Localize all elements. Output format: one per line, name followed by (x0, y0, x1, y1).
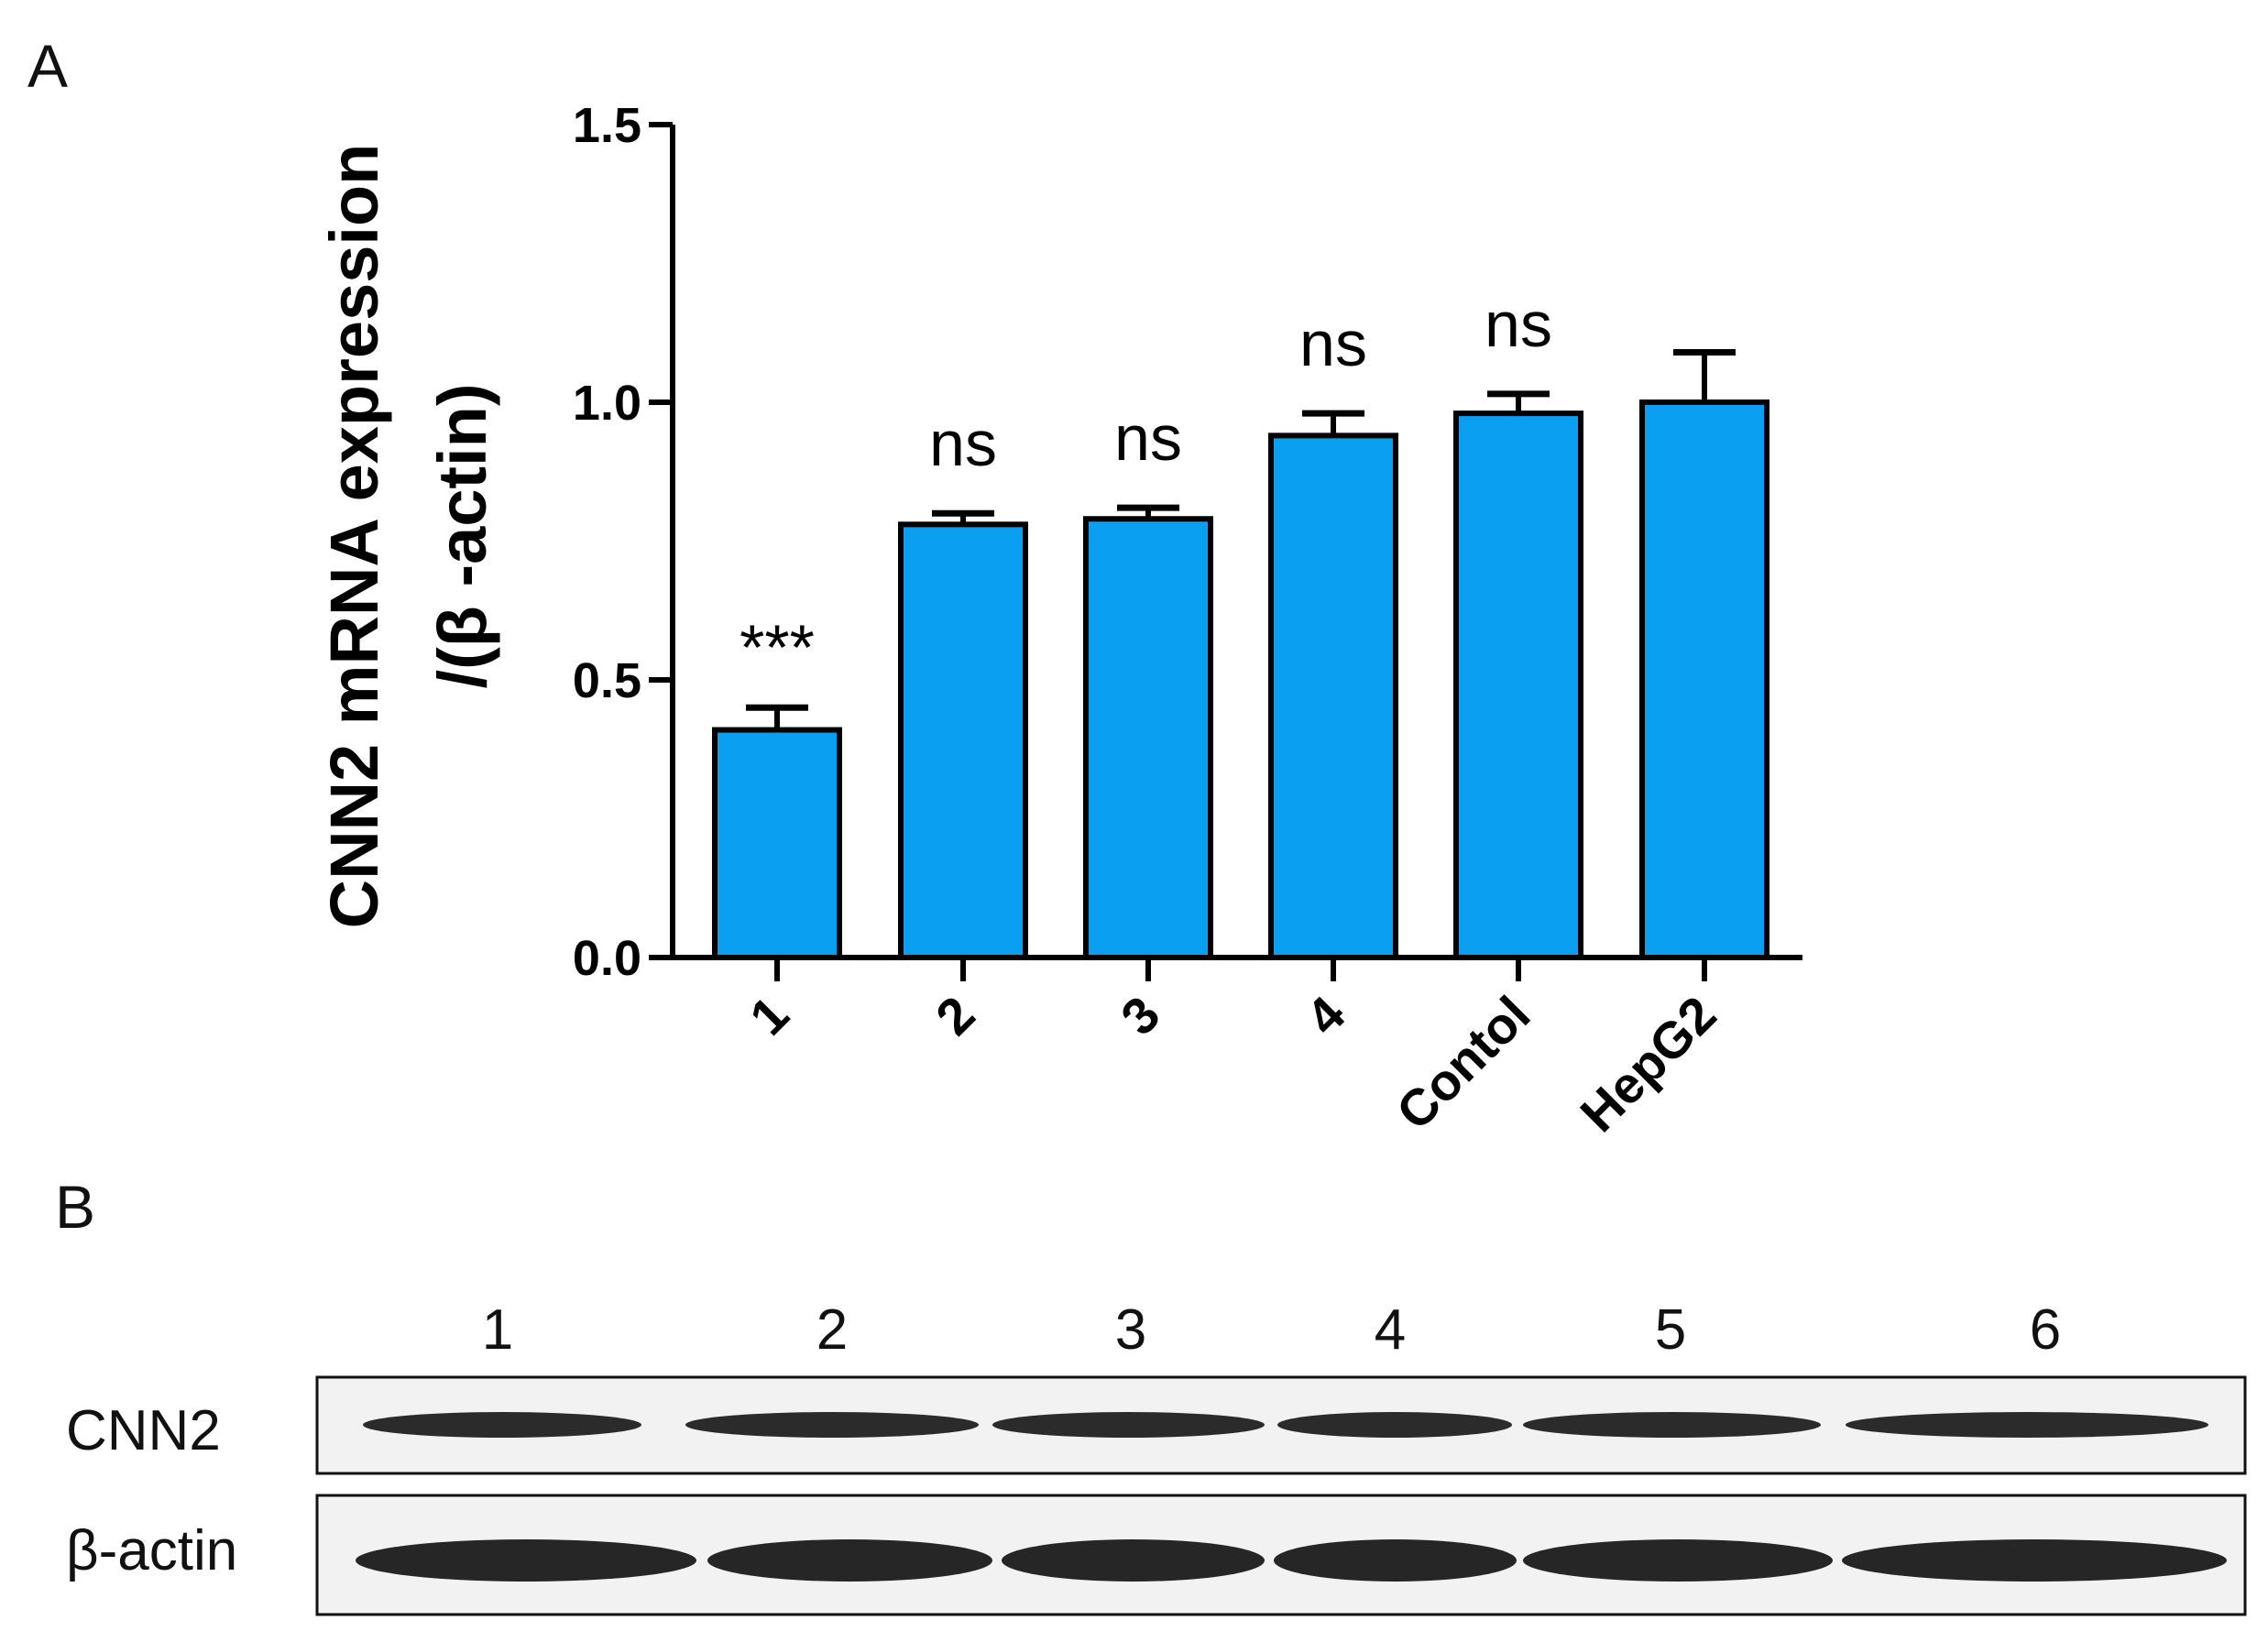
x-tick-label: 1 (739, 985, 800, 1046)
bar (1453, 410, 1583, 960)
blot-lane-labels: 1 2 3 4 5 6 (482, 1298, 2061, 1362)
x-tick-label: HepG2 (1569, 985, 1726, 1143)
x-tick-label: 3 (1110, 985, 1171, 1046)
y-tick-label: 1.0 (573, 376, 641, 431)
blot-band-cnn2 (685, 1412, 979, 1438)
blot-row-label: β-actin (66, 1519, 237, 1582)
panel-b-letter: B (55, 1173, 95, 1241)
blot-lane-label: 1 (482, 1298, 513, 1362)
bar (1268, 432, 1398, 960)
y-tick-label: 0.0 (573, 931, 641, 986)
blot-row-labels: CNN2 β-actin (66, 1399, 237, 1582)
significance-label: ns (1114, 402, 1182, 474)
bar-series: *** ns ns ns ns (712, 289, 1769, 960)
blot-lane-label: 5 (1655, 1298, 1686, 1362)
bar (898, 521, 1028, 960)
blot-band-beta-actin (1002, 1539, 1265, 1582)
x-tick-label: 2 (925, 985, 986, 1046)
x-tick-label: Contol (1386, 985, 1541, 1141)
blot-row-label: CNN2 (66, 1399, 221, 1462)
blot-panel (315, 1375, 2247, 1616)
bar (1083, 516, 1213, 960)
blot-band-cnn2 (1523, 1412, 1821, 1438)
blot-band-beta-actin (1523, 1539, 1833, 1582)
blot-band-cnn2 (363, 1412, 641, 1438)
bar (712, 727, 842, 960)
y-axis-ticks: 0.0 0.5 1.0 1.5 (573, 98, 673, 986)
blot-band-cnn2 (992, 1412, 1265, 1438)
blot-band-beta-actin (707, 1539, 992, 1582)
panel-a-letter: A (27, 32, 68, 100)
y-tick-label: 1.5 (573, 98, 641, 153)
bar (1639, 400, 1769, 960)
blot-band-cnn2 (1277, 1412, 1512, 1438)
y-axis-title: CNN2 mRNA expression /(β -actin) (316, 144, 500, 929)
x-tick-label: 4 (1295, 985, 1356, 1046)
blot-band-beta-actin (1842, 1539, 2227, 1582)
x-axis-ticks: 1 2 3 4 Contol HepG2 (739, 958, 1726, 1143)
y-axis-title-line1: CNN2 mRNA expression (316, 144, 392, 929)
blot-lane-label: 2 (816, 1298, 848, 1362)
significance-label: ns (1485, 289, 1552, 360)
significance-label: *** (740, 611, 815, 683)
y-tick-label: 0.5 (573, 653, 641, 708)
significance-label: ns (929, 408, 997, 479)
significance-label: ns (1299, 308, 1367, 379)
blot-lane-label: 4 (1375, 1298, 1406, 1362)
blot-band-beta-actin (1274, 1539, 1517, 1582)
blot-lane-label: 6 (2030, 1298, 2061, 1362)
blot-lane-label: 3 (1115, 1298, 1146, 1362)
y-axis-title-line2: /(β -actin) (424, 384, 500, 689)
blot-band-beta-actin (356, 1539, 696, 1582)
blot-band-cnn2 (1846, 1412, 2208, 1438)
